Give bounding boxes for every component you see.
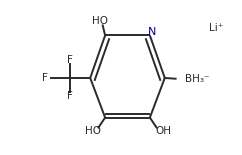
- Text: BH₃⁻: BH₃⁻: [185, 74, 210, 84]
- Text: Li⁺: Li⁺: [209, 23, 223, 33]
- Text: N: N: [148, 27, 157, 37]
- Text: HO: HO: [85, 126, 101, 136]
- Text: F: F: [42, 73, 48, 83]
- Text: HO: HO: [92, 16, 108, 26]
- Text: F: F: [67, 91, 73, 101]
- Text: OH: OH: [155, 126, 171, 136]
- Text: F: F: [67, 55, 73, 65]
